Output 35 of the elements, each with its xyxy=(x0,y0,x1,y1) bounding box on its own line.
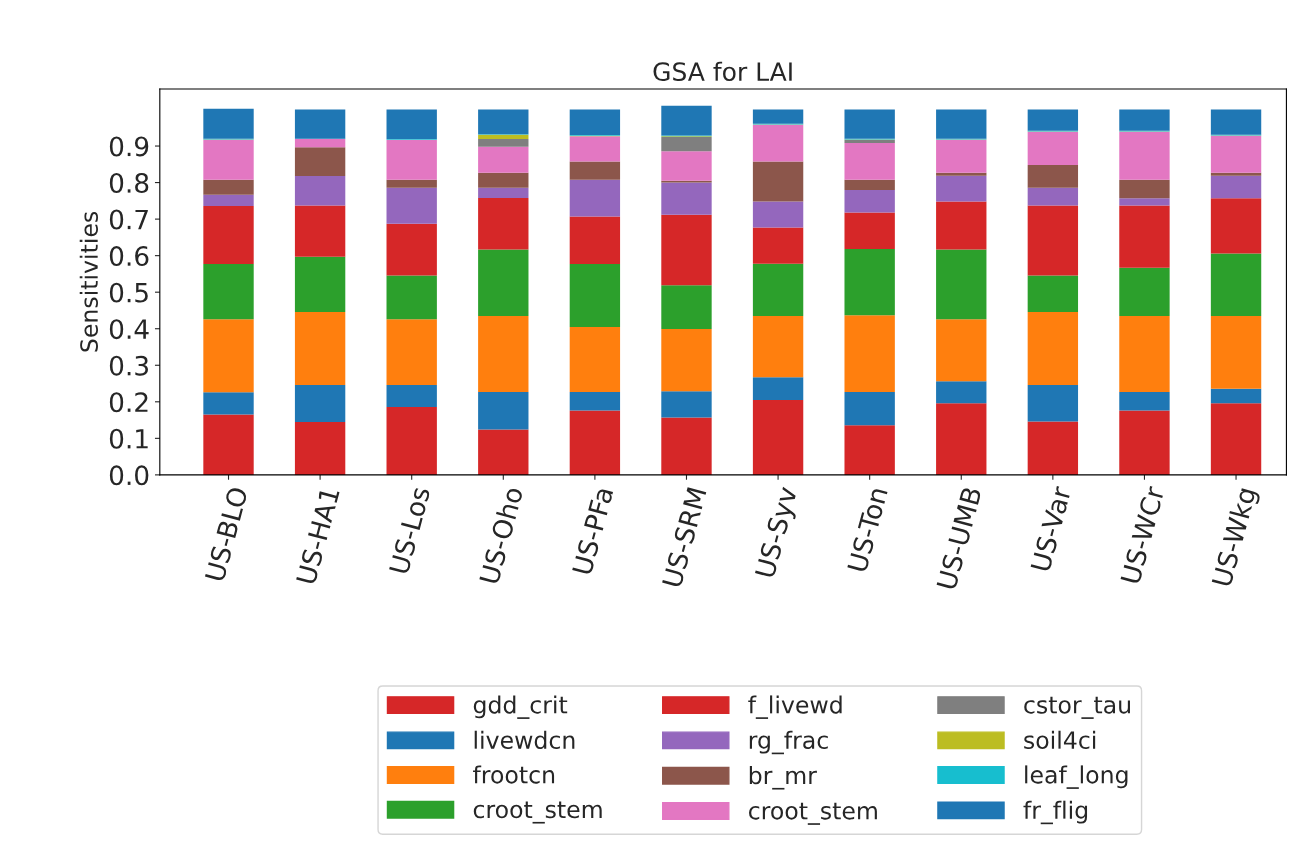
y-tick-label: 0.4 xyxy=(109,319,149,340)
legend-label: gdd_crit xyxy=(473,695,568,719)
x-tick-label: US-Los xyxy=(388,485,431,575)
legend-label: leaf_long xyxy=(1025,765,1128,789)
x-tick-label: US-BLO xyxy=(204,486,249,582)
y-tick-label: 0.9 xyxy=(109,136,149,157)
legend-label: croot_stem xyxy=(749,802,877,825)
x-tick-label: US-HA1 xyxy=(295,487,340,585)
y-tick-label: 0.5 xyxy=(109,282,148,303)
x-tick-label: US-WCr xyxy=(1120,484,1165,585)
x-tick-label: US-PFa xyxy=(571,487,614,576)
legend-label: livewdcn xyxy=(474,730,575,749)
legend-label: br_mr xyxy=(749,766,817,790)
legend-label: rg_frac xyxy=(749,730,828,755)
legend-label: soil4ci xyxy=(1024,730,1096,749)
y-tick-label: 0.8 xyxy=(109,173,149,193)
legend-label: fr_flig xyxy=(1023,800,1088,825)
y-tick-label: 0.1 xyxy=(109,428,148,449)
legend-label: f_livewd xyxy=(748,695,842,719)
x-tick-label: US-UMB xyxy=(936,486,982,590)
x-tick-label: US-Var xyxy=(1030,484,1072,572)
y-tick-label: 0.0 xyxy=(109,465,149,486)
y-tick-label: 0.7 xyxy=(109,209,148,230)
y-tick-label: 0.2 xyxy=(109,392,148,413)
y-axis-title: Sensitivities xyxy=(79,211,98,352)
x-tick-label: US-Oho xyxy=(478,486,524,585)
x-tick-label: US-SRM xyxy=(661,487,707,588)
legend-label: cstor_tau xyxy=(1024,696,1130,719)
x-tick-label: US-Syv xyxy=(754,485,803,580)
y-tick-label: 0.3 xyxy=(109,355,148,376)
legend-label: croot_stem xyxy=(473,801,602,824)
x-tick-label: US-Ton xyxy=(847,486,888,573)
chart-title: GSA for LAI xyxy=(653,61,792,82)
legend-label: frootcn xyxy=(473,765,555,784)
y-tick-label: 0.6 xyxy=(109,246,149,267)
